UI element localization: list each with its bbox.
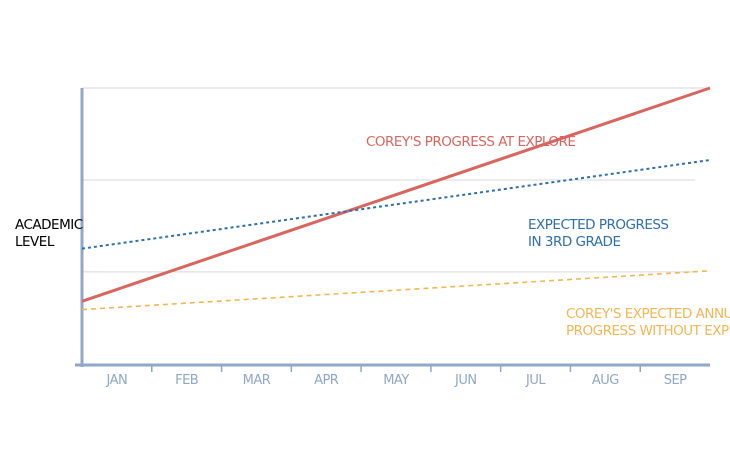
x-tick-label: MAR [243, 373, 271, 388]
series-label-line: COREY'S EXPECTED ANNUAL [566, 306, 730, 322]
x-tick-label: JUN [454, 373, 477, 388]
series-label-2: EXPECTED PROGRESS IN 3RD GRADE [528, 217, 669, 250]
series-line-1 [81, 86, 711, 303]
series-label-line: COREY'S PROGRESS AT EXPLORE [366, 134, 575, 150]
axes: JAN FEB MAR APR MAY JUN JUL AUG SEP [75, 88, 710, 388]
series-label-line: PROGRESS WITHOUT EXPLORE [566, 323, 730, 339]
gridlines [82, 87, 710, 273]
x-tick-label: MAY [383, 373, 409, 388]
series-label-line: IN 3RD GRADE [528, 234, 620, 250]
y-axis-title-line: LEVEL [15, 234, 55, 250]
y-axis-title: ACADEMIC LEVEL [15, 217, 83, 250]
x-tick-label: AUG [592, 373, 619, 388]
series-label-line: EXPECTED PROGRESS [528, 217, 669, 233]
x-tick-label: FEB [175, 373, 198, 388]
series-line-3 [81, 270, 711, 311]
x-tick-label: JAN [106, 373, 128, 388]
series-label-1: COREY'S PROGRESS AT EXPLORE [366, 134, 575, 150]
series-label-3: COREY'S EXPECTED ANNUALPROGRESS WITHOUT … [566, 306, 730, 339]
series-line-2 [81, 159, 711, 250]
series-lines [81, 86, 711, 311]
x-tick-label: JUL [525, 373, 546, 388]
x-tick-label: APR [314, 373, 339, 388]
series-labels: COREY'S PROGRESS AT EXPLORE EXPECTED PROG… [366, 134, 730, 339]
x-tick-label: SEP [664, 373, 687, 388]
y-axis-title-line: ACADEMIC [15, 217, 83, 233]
y-axis-label: ACADEMIC LEVEL [15, 217, 83, 250]
